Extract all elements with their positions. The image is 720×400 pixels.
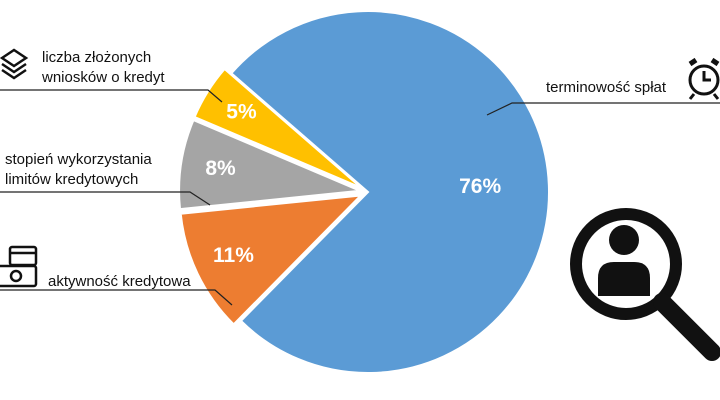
pie-slice bbox=[193, 67, 362, 189]
icon-magnifier bbox=[570, 208, 720, 361]
pie-slice bbox=[179, 194, 364, 326]
leader-line bbox=[486, 102, 720, 116]
pie-slice bbox=[229, 10, 550, 374]
leader-line bbox=[0, 289, 233, 306]
leader-lines bbox=[0, 89, 720, 306]
category-label: terminowość spłat bbox=[546, 79, 667, 96]
icon-documents bbox=[0, 48, 29, 80]
leader-line bbox=[0, 89, 223, 103]
value-label: 76% bbox=[459, 175, 501, 198]
pie: 76% 11% 8% 5% bbox=[178, 10, 550, 374]
pie-slice bbox=[178, 118, 361, 211]
category-label: liczba złożonych wniosków o kredyt bbox=[42, 49, 165, 86]
icon-alarm-clock bbox=[688, 57, 720, 100]
icon-card-cash bbox=[0, 245, 38, 288]
category-label: aktywność kredytowa bbox=[48, 273, 191, 290]
leader-line bbox=[0, 191, 211, 206]
value-label: 11% bbox=[213, 244, 254, 267]
category-label: stopień wykorzystania limitów kredytowyc… bbox=[5, 151, 152, 188]
value-label: 5% bbox=[226, 100, 257, 123]
value-label: 8% bbox=[205, 157, 236, 180]
